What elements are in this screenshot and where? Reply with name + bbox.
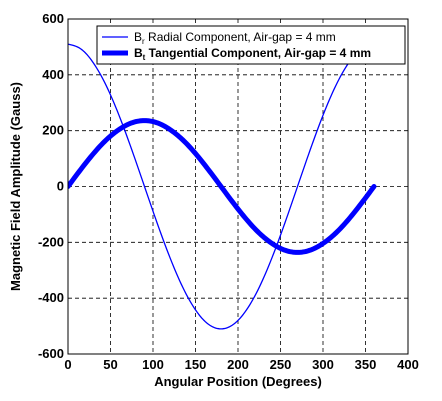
y-tick-label: -200 <box>38 234 64 249</box>
x-tick-label: 200 <box>227 357 249 372</box>
x-tick-label: 250 <box>270 357 292 372</box>
legend-box <box>96 25 406 65</box>
legend-tangential-symbol: B <box>134 46 143 60</box>
legend-radial-symbol: B <box>134 30 142 44</box>
y-tick-label: -600 <box>38 346 64 361</box>
plot-frame <box>67 18 409 355</box>
x-tick-label: 150 <box>185 357 207 372</box>
x-tick-label: 400 <box>397 357 419 372</box>
y-tick-label: -400 <box>38 290 64 305</box>
y-axis-label: Magnetic Field Amplitude (Gauss) <box>8 82 23 291</box>
x-tick-label: 350 <box>355 357 377 372</box>
grid-lines <box>68 19 408 354</box>
y-tick-label: 400 <box>42 67 64 82</box>
series-tangential <box>68 118 377 255</box>
series-radial <box>68 43 375 330</box>
tick-labels: 0 50 100 150 200 250 300 350 400 -600 -400 -200 0 200… <box>38 11 419 372</box>
x-tick-label: 50 <box>103 357 117 372</box>
legend-radial-subscript: r <box>142 37 145 46</box>
x-tick-label: 100 <box>142 357 164 372</box>
y-tick-label: 0 <box>57 179 64 194</box>
legend-tangential-text: Tangential Component, Air-gap = 4 mm <box>145 46 371 60</box>
legend-entry-radial: Br Radial Component, Air-gap = 4 mm <box>134 30 336 46</box>
legend-radial-text: Radial Component, Air-gap = 4 mm <box>145 30 336 44</box>
x-axis-label: Angular Position (Degrees) <box>154 374 322 389</box>
legend-tangential-subscript: t <box>143 53 146 62</box>
legend-entry-tangential: Bt Tangential Component, Air-gap = 4 mm <box>134 46 371 62</box>
x-tick-label: 0 <box>64 357 71 372</box>
series-lines <box>68 43 377 330</box>
y-tick-label: 600 <box>42 11 64 26</box>
legend: Br Radial Component, Air-gap = 4 mm Bt T… <box>96 25 406 65</box>
x-tick-label: 300 <box>312 357 334 372</box>
y-tick-label: 200 <box>42 123 64 138</box>
